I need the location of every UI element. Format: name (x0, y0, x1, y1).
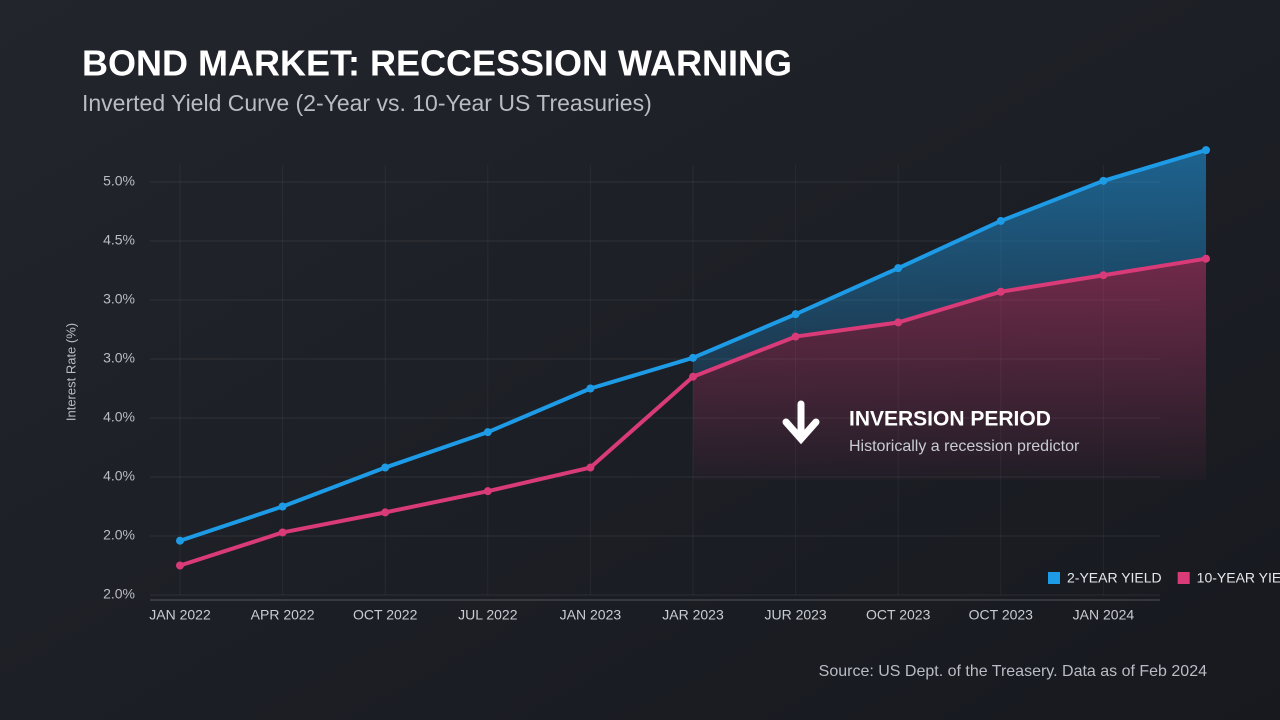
inversion-area (693, 258, 1206, 480)
data-point (689, 372, 697, 381)
x-tick-label: JUL 2022 (458, 607, 518, 623)
data-point (586, 463, 595, 472)
legend-label: 10-YEAR YIELD (1197, 570, 1280, 586)
y-tick-label: 2.0% (103, 527, 135, 543)
y-tick-label: 4.0% (103, 468, 135, 484)
x-tick-label: OCT 2022 (353, 607, 418, 623)
x-tick-label: JAN 2023 (560, 607, 622, 623)
spread-area (693, 150, 1206, 377)
x-tick-label: JAN 2022 (149, 607, 211, 623)
chart-subtitle: Inverted Yield Curve (2-Year vs. 10-Year… (82, 90, 652, 116)
data-point (483, 428, 492, 437)
data-point (791, 332, 800, 341)
data-point (176, 561, 184, 570)
data-point (996, 216, 1005, 225)
data-point (791, 310, 800, 319)
legend-swatch (1177, 572, 1190, 584)
data-point (381, 463, 390, 472)
data-point (176, 536, 184, 545)
data-point (1202, 146, 1210, 155)
x-tick-label: JAN 2024 (1073, 607, 1135, 623)
x-tick-label: OCT 2023 (866, 607, 931, 623)
annotation-text: Historically a recession predictor (849, 438, 1080, 455)
data-point (689, 353, 697, 362)
x-tick-label: JAR 2023 (662, 607, 724, 623)
y-tick-label: 2.0% (103, 586, 135, 602)
data-point (278, 528, 287, 537)
data-point (586, 384, 595, 393)
data-point (894, 264, 903, 273)
y-axis-label: Interest Rate (%) (63, 323, 78, 421)
x-tick-label: OCT 2023 (969, 607, 1034, 623)
y-tick-label: 4.5% (103, 232, 135, 248)
data-point (894, 318, 903, 327)
y-tick-label: 4.0% (103, 409, 135, 425)
data-point (1099, 176, 1108, 185)
data-point (278, 502, 287, 511)
data-point (1099, 271, 1108, 280)
data-point (483, 487, 492, 496)
y-tick-label: 5.0% (103, 173, 135, 189)
legend-swatch (1048, 572, 1060, 584)
data-point (996, 287, 1005, 296)
plot-area: 2.0% 2.0% 4.0% 4.0% 3.0% 3.0% 4.5% 5.0% JAN 2022… (103, 146, 1280, 623)
y-tick-label: 3.0% (103, 291, 135, 307)
x-tick-label: JUR 2023 (764, 607, 826, 623)
data-point (1202, 254, 1210, 263)
arrow-icon (782, 400, 820, 445)
y-tick-label: 3.0% (103, 350, 135, 366)
source-note: Source: US Dept. of the Treasery. Data a… (819, 663, 1207, 680)
legend-label: 2-YEAR YIELD (1067, 570, 1162, 586)
data-point (381, 508, 390, 517)
chart-title: BOND MARKET: RECCESSION WARNING (82, 43, 792, 84)
x-tick-label: APR 2022 (251, 607, 315, 623)
annotation-title: INVERSION PERIOD (849, 408, 1051, 431)
